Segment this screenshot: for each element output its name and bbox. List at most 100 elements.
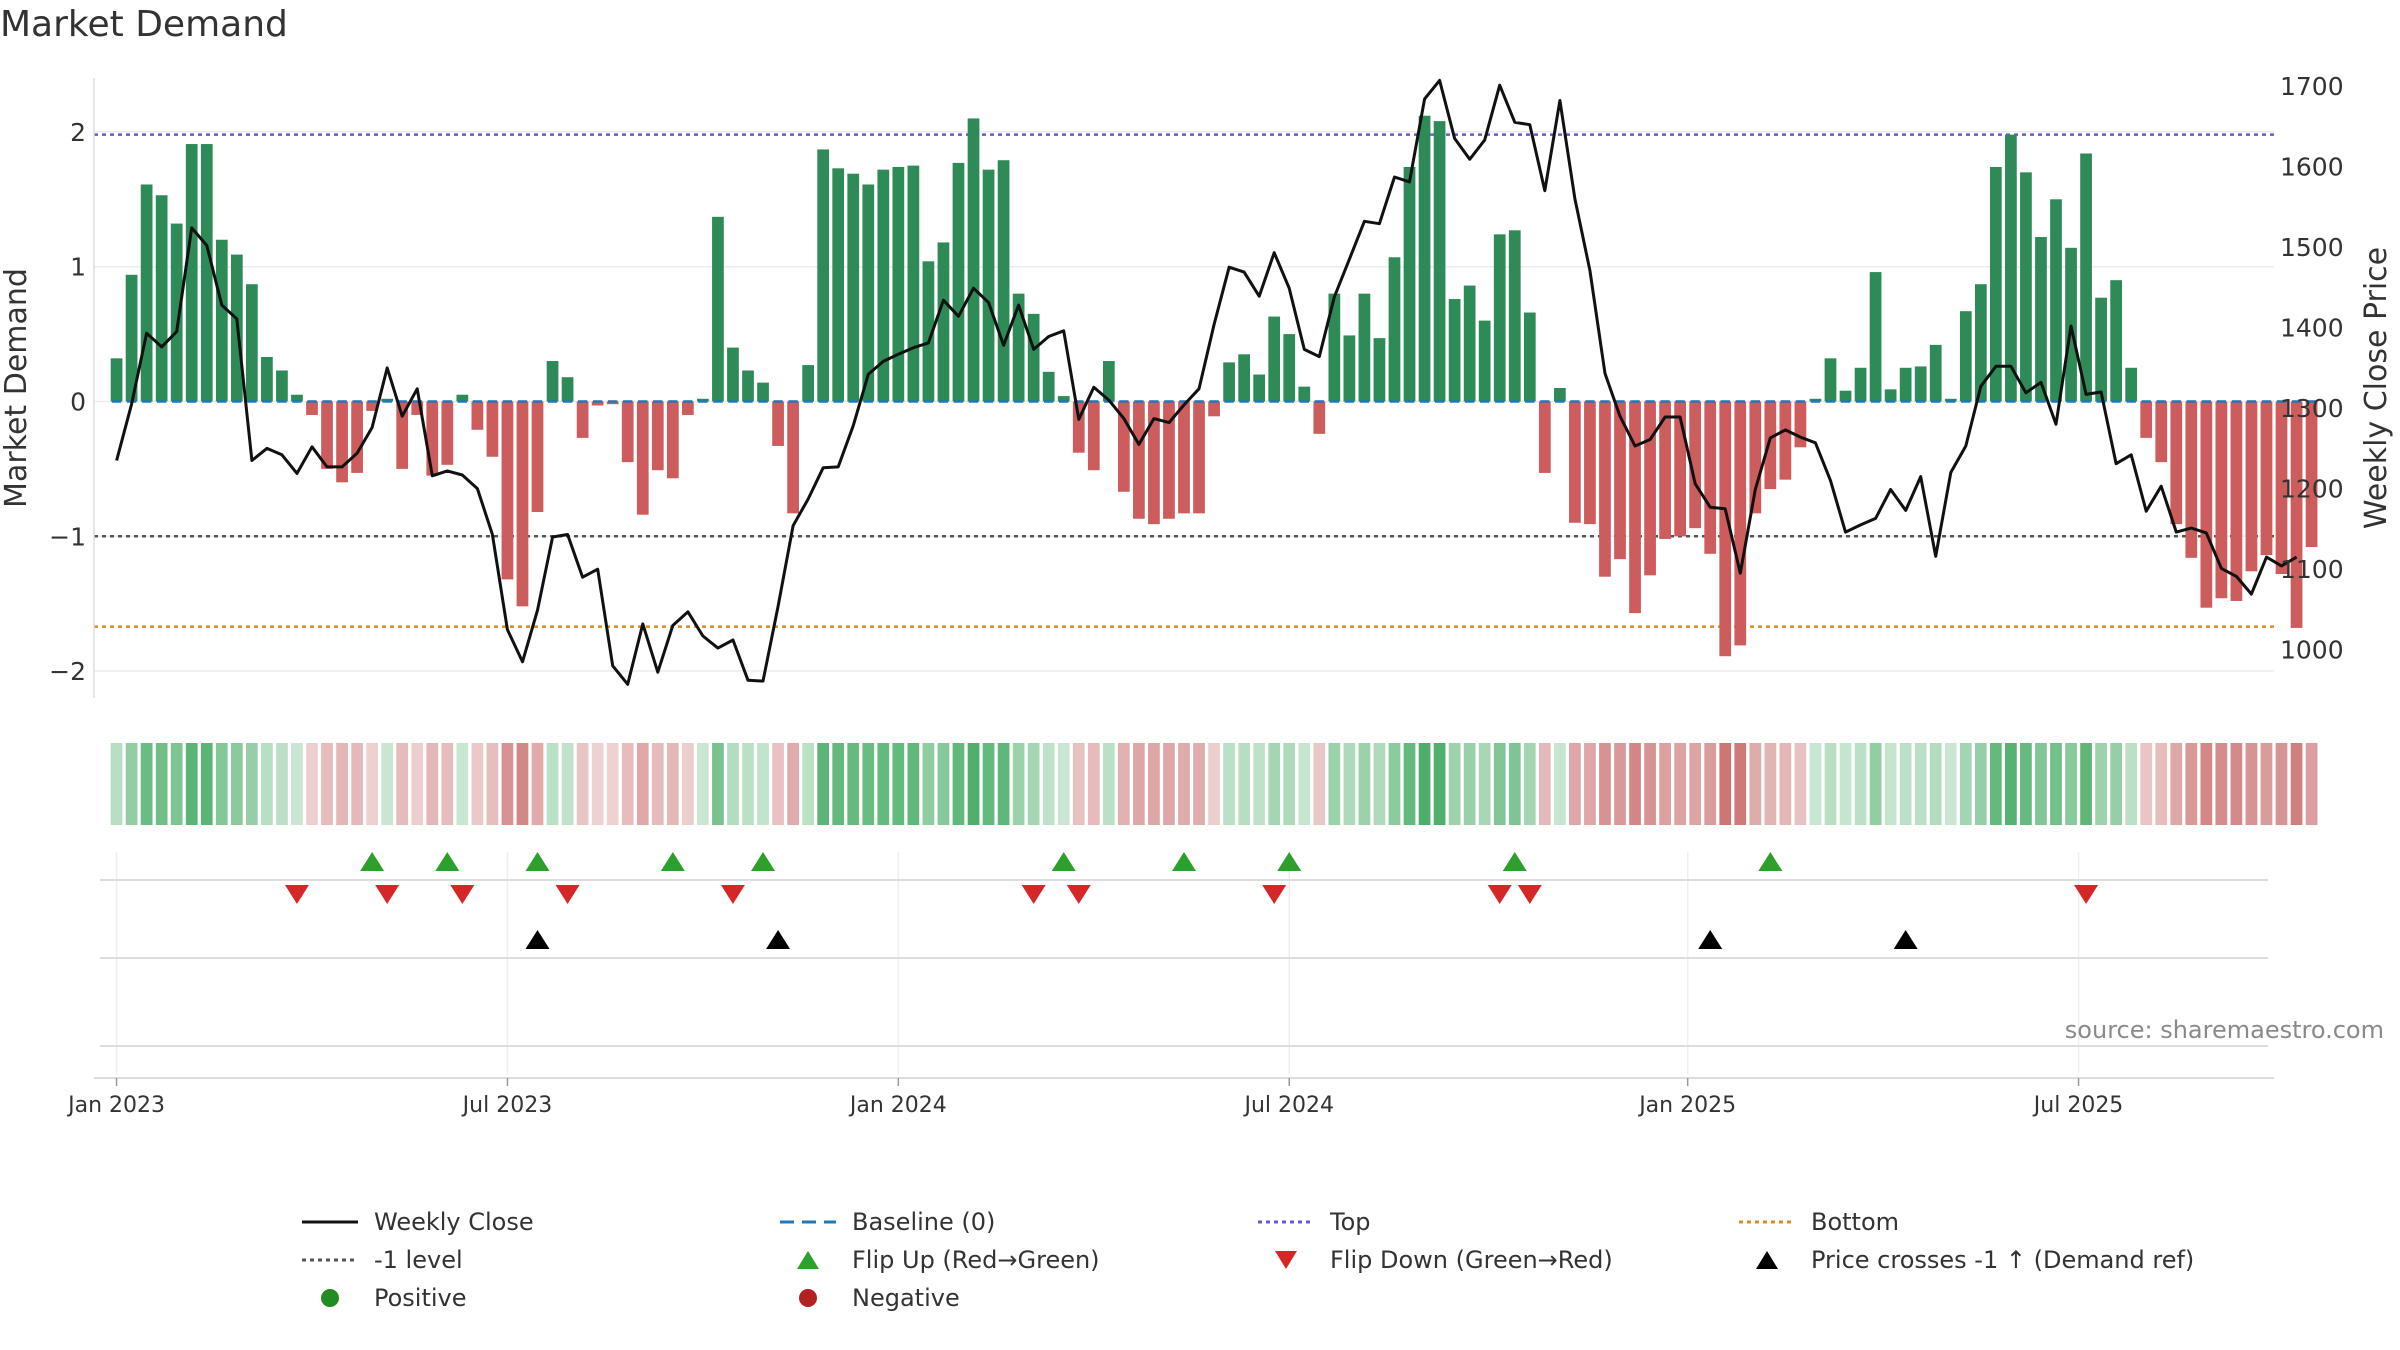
heat-cell — [276, 743, 288, 825]
price-cross-marker — [1698, 930, 1723, 949]
demand-bar-positive — [170, 223, 183, 402]
x-tick-label: Jan 2023 — [66, 1093, 165, 1118]
heat-cell — [1208, 743, 1220, 825]
triangle-up-icon — [797, 1251, 819, 1269]
heat-cell — [1448, 743, 1461, 825]
demand-bar-positive — [1884, 389, 1897, 402]
demand-bar-negative — [2215, 401, 2228, 599]
heat-cell — [997, 743, 1010, 825]
heat-cell — [802, 743, 815, 825]
demand-bar-positive — [185, 144, 198, 402]
legend-label: Negative — [852, 1284, 960, 1312]
demand-bar-negative — [1072, 401, 1085, 453]
demand-bar-negative — [787, 401, 799, 514]
flip-up-marker — [1277, 852, 1302, 871]
flip-up-marker — [660, 852, 685, 871]
heat-cell — [606, 743, 619, 825]
heat-cell — [1569, 743, 1581, 825]
heat-cell — [847, 743, 860, 825]
heat-cell — [1508, 743, 1521, 825]
heat-cell — [1839, 743, 1852, 825]
y-right-axis-title: Weekly Close Price — [2359, 247, 2394, 529]
heat-cell — [1358, 743, 1371, 825]
heat-cell — [336, 743, 348, 825]
legend-label: Top — [1330, 1208, 1371, 1236]
heat-cell — [1749, 743, 1762, 825]
demand-bar-negative — [516, 401, 529, 607]
heat-cell — [1884, 743, 1897, 825]
heat-cell — [2020, 743, 2032, 825]
demand-bar-positive — [1268, 316, 1281, 402]
heat-cell — [1133, 743, 1145, 825]
heat-cell — [1929, 743, 1942, 825]
flip-down-marker — [1021, 885, 1046, 904]
demand-bar-negative — [1163, 401, 1175, 519]
heat-cell — [486, 743, 499, 825]
legend-label: Flip Up (Red→Green) — [852, 1246, 1100, 1274]
heat-cell — [1959, 743, 1972, 825]
demand-bar-positive — [757, 382, 769, 402]
heat-cell — [2290, 743, 2303, 825]
heat-cell — [1238, 743, 1251, 825]
demand-bar-positive — [1899, 367, 1912, 402]
demand-bar-positive — [1493, 234, 1506, 402]
demand-bar-negative — [576, 401, 589, 438]
demand-bar-positive — [215, 239, 228, 402]
demand-bar-positive — [742, 370, 754, 402]
flip-up-marker — [1051, 852, 1076, 871]
dashed-line-swatch-icon — [780, 1220, 836, 1224]
demand-bar-negative — [1178, 401, 1190, 514]
heat-cell — [2035, 743, 2047, 825]
demand-bar-negative — [2185, 401, 2198, 558]
heat-cell — [1764, 743, 1777, 825]
demand-bar-positive — [877, 169, 890, 402]
demand-bar-negative — [2170, 401, 2183, 525]
demand-bar-negative — [2275, 401, 2288, 574]
legend-item-top: Top — [1256, 1208, 1371, 1236]
y-left-tick-label: −1 — [49, 522, 86, 551]
demand-bar-negative — [471, 401, 484, 430]
heat-cell — [1027, 743, 1040, 825]
heat-cell — [1388, 743, 1401, 825]
demand-bar-positive — [1824, 358, 1837, 402]
demand-bar-negative — [2260, 401, 2273, 556]
heat-cell — [1719, 743, 1732, 825]
demand-bar-negative — [366, 401, 379, 411]
x-tick-label: Jul 2023 — [461, 1093, 553, 1118]
heat-cell — [2050, 743, 2062, 825]
heat-cell — [155, 743, 168, 825]
demand-bar-negative — [1584, 401, 1596, 525]
heat-cell — [230, 743, 243, 825]
heat-cell — [110, 743, 123, 825]
heat-cell — [862, 743, 875, 825]
demand-bar-positive — [1854, 367, 1867, 402]
demand-bar-negative — [486, 401, 499, 457]
heat-cell — [1824, 743, 1837, 825]
demand-bar-negative — [1117, 401, 1130, 492]
heat-cell — [2200, 743, 2213, 825]
demand-bar-positive — [1403, 166, 1416, 402]
legend-label: Bottom — [1811, 1208, 1900, 1236]
demand-bar-positive — [1253, 374, 1266, 402]
heat-cell — [1163, 743, 1175, 825]
demand-bar-positive — [200, 144, 213, 402]
heat-cell — [1869, 743, 1882, 825]
heat-cell — [546, 743, 559, 825]
demand-bars — [110, 115, 2318, 657]
heat-cell — [2125, 743, 2138, 825]
heat-cell — [185, 743, 198, 825]
heat-cell — [1659, 743, 1671, 825]
flip-up-marker — [751, 852, 776, 871]
demand-bar-negative — [636, 401, 649, 515]
heat-cell — [817, 743, 830, 825]
heat-cell — [1463, 743, 1476, 825]
flip-down-marker — [375, 885, 400, 904]
demand-bar-positive — [907, 165, 920, 402]
demand-bar-positive — [937, 242, 950, 402]
heat-cell — [426, 743, 439, 825]
demand-bar-negative — [1764, 401, 1777, 490]
demand-bar-positive — [1508, 230, 1521, 402]
demand-bar-positive — [561, 377, 574, 402]
heat-cell — [1794, 743, 1807, 825]
heat-cell — [321, 743, 333, 825]
